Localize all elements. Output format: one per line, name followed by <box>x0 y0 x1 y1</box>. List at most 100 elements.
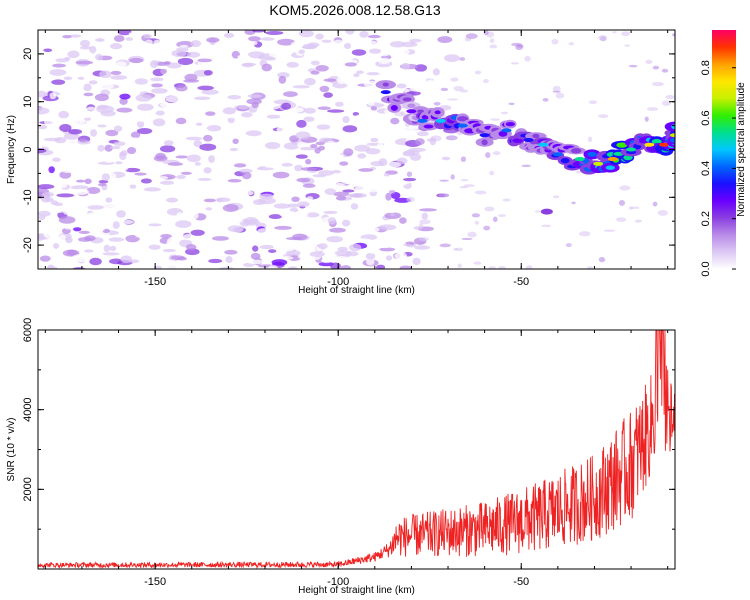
noise-blob <box>419 208 437 212</box>
noise-blob <box>524 55 531 62</box>
signal-core <box>498 130 508 137</box>
noise-blob <box>248 36 261 42</box>
signal-peak <box>659 142 670 147</box>
noise-blob <box>332 154 344 159</box>
noise-blob <box>86 157 104 164</box>
noise-blob <box>287 203 300 208</box>
noise-blob <box>233 163 247 168</box>
noise-blob <box>290 41 304 49</box>
noise-blob <box>382 234 391 242</box>
noise-blob <box>307 245 322 254</box>
noise-blob <box>310 60 320 66</box>
noise-blob <box>402 243 413 247</box>
noise-blob <box>73 69 85 74</box>
noise-blob <box>245 40 258 46</box>
noise-blob <box>129 178 137 185</box>
noise-blob <box>175 117 187 125</box>
noise-blob <box>205 207 213 211</box>
noise-blob <box>84 249 94 253</box>
noise-blob <box>385 255 393 261</box>
signal-peak <box>593 161 604 166</box>
noise-blob <box>120 150 128 157</box>
noise-blob <box>358 211 375 219</box>
noise-blob <box>175 155 188 159</box>
noise-blob <box>155 110 165 116</box>
noise-blob <box>264 45 275 51</box>
noise-blob <box>618 200 626 206</box>
noise-blob <box>130 131 141 139</box>
noise-blob <box>586 266 593 269</box>
noise-blob <box>320 166 338 172</box>
noise-blob <box>364 188 380 193</box>
noise-blob <box>241 171 252 180</box>
noise-blob <box>67 39 80 48</box>
noise-blob <box>125 167 141 173</box>
noise-blob <box>598 35 607 41</box>
noise-blob <box>158 131 170 140</box>
noise-blob <box>246 259 265 265</box>
noise-blob <box>260 37 275 41</box>
noise-blob <box>38 261 45 269</box>
noise-blob <box>66 159 82 167</box>
noise-blob <box>171 49 187 57</box>
noise-blob <box>268 265 278 269</box>
noise-blob <box>364 226 380 233</box>
noise-blob <box>417 131 429 137</box>
noise-blob <box>344 80 363 86</box>
noise-blob <box>51 31 63 36</box>
noise-blob <box>61 148 75 154</box>
noise-blob <box>190 229 205 236</box>
noise-blob <box>310 144 318 149</box>
signal-peak <box>417 118 428 123</box>
x-tick-label: -150 <box>144 576 166 588</box>
noise-blob <box>197 58 213 63</box>
noise-blob <box>135 94 152 102</box>
noise-blob <box>166 197 179 203</box>
noise-blob <box>366 257 375 266</box>
noise-blob <box>128 31 139 36</box>
noise-blob <box>169 30 183 38</box>
noise-blob <box>203 54 219 58</box>
noise-blob <box>206 124 222 132</box>
noise-blob <box>42 141 58 148</box>
noise-blob <box>86 106 97 111</box>
noise-blob <box>115 61 127 68</box>
noise-blob <box>281 162 293 167</box>
noise-blob <box>498 214 507 218</box>
noise-blob <box>471 213 480 218</box>
noise-blob <box>87 205 104 210</box>
noise-blob <box>306 212 320 218</box>
snr-series-line <box>38 330 675 569</box>
noise-blob <box>551 38 559 45</box>
noise-blob <box>450 77 459 82</box>
noise-blob <box>274 225 292 230</box>
noise-blob <box>223 32 235 38</box>
noise-blob <box>236 217 243 223</box>
noise-blob <box>222 107 236 115</box>
noise-blob <box>409 38 422 43</box>
noise-blob <box>86 240 95 249</box>
noise-blob <box>305 225 316 230</box>
noise-blob <box>234 118 250 125</box>
noise-blob <box>75 60 94 65</box>
noise-blob <box>53 243 60 249</box>
noise-blob <box>268 249 277 253</box>
noise-blob <box>508 102 515 106</box>
noise-blob <box>457 263 462 268</box>
noise-blob <box>227 179 242 183</box>
noise-blob <box>318 170 334 176</box>
noise-blob <box>385 192 392 201</box>
noise-blob <box>193 148 202 155</box>
noise-blob <box>292 85 310 89</box>
noise-blob <box>473 261 482 265</box>
noise-blob <box>180 205 188 211</box>
noise-blob <box>268 214 282 220</box>
signal-core <box>407 103 416 108</box>
noise-blob <box>357 153 367 159</box>
noise-blob <box>352 259 362 266</box>
noise-blob <box>450 174 455 180</box>
noise-blob <box>256 107 269 116</box>
noise-blob <box>350 39 363 47</box>
noise-blob <box>250 252 261 260</box>
noise-blob <box>384 161 402 168</box>
